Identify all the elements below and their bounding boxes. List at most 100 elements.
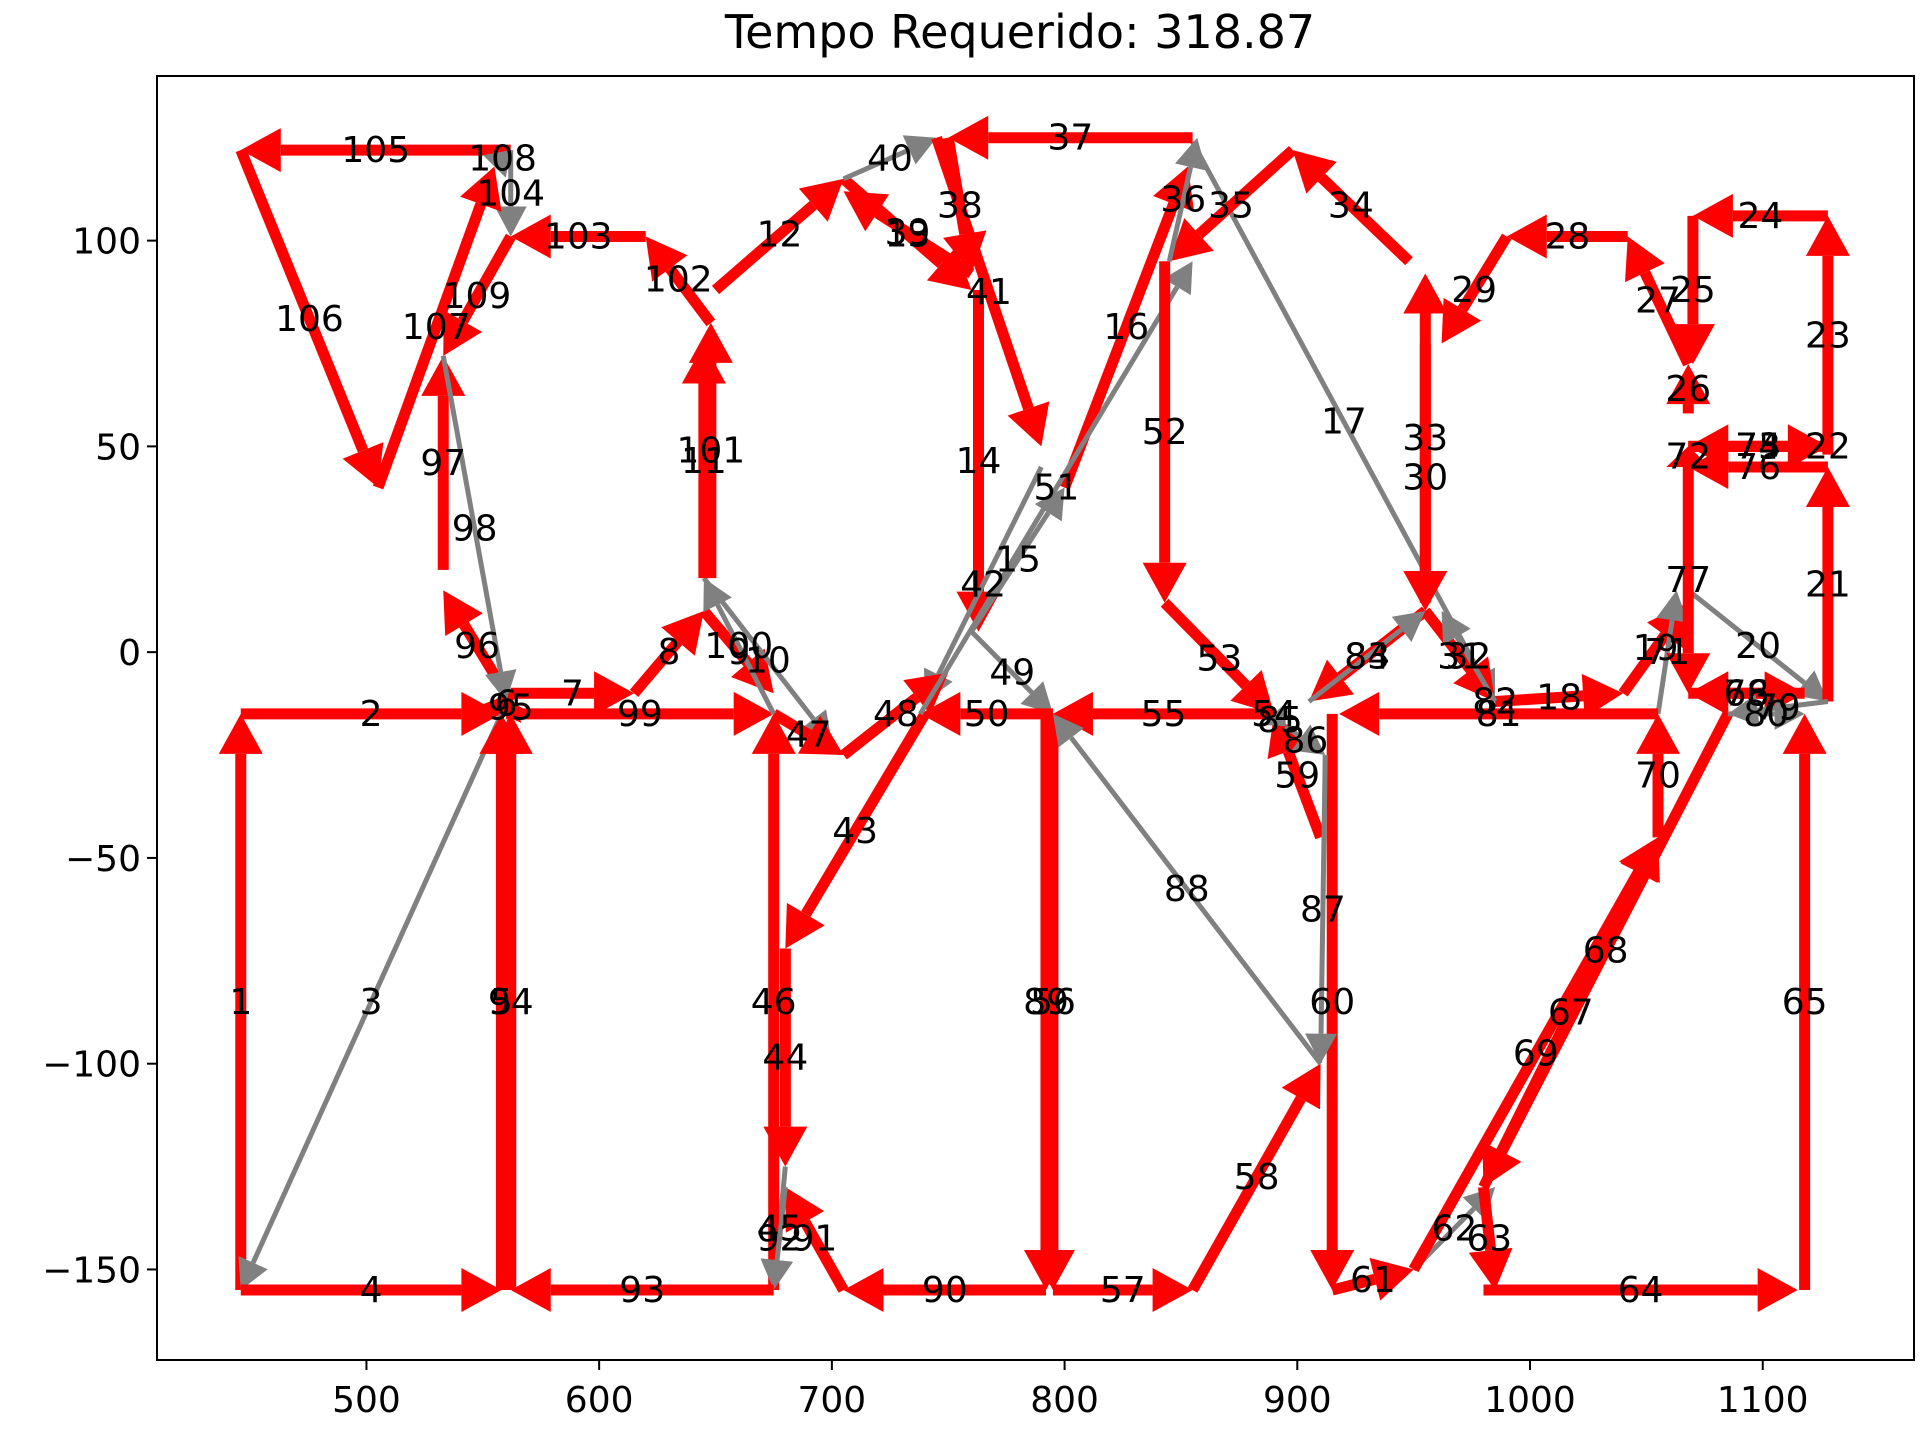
segment-arrowhead-47	[797, 715, 844, 756]
segment-34	[1292, 150, 1413, 266]
segment-line-88	[1069, 736, 1323, 1066]
segment-arrowhead-102	[645, 236, 688, 282]
segment-line-35	[1195, 145, 1297, 239]
segment-arrowhead-33	[1403, 273, 1448, 314]
segment-label-47: 47	[786, 714, 832, 755]
segment-label-63: 63	[1466, 1219, 1512, 1260]
segment-label-2: 2	[360, 694, 383, 735]
segment-arrowhead-69	[1619, 837, 1659, 883]
segment-arrowhead-32	[1441, 611, 1471, 645]
segment-label-82: 82	[1472, 682, 1518, 723]
x-tick-label: 700	[798, 1380, 867, 1421]
segment-label-92: 92	[757, 1219, 803, 1260]
segment-arrowhead-8	[661, 611, 704, 656]
segment-line-71	[1655, 619, 1675, 715]
segment-108	[483, 150, 511, 178]
x-tick-label: 800	[1030, 1380, 1099, 1421]
segment-label-108: 108	[468, 138, 537, 179]
segment-23	[1805, 215, 1850, 455]
segment-label-54: 54	[1251, 694, 1297, 735]
segment-line-86	[1284, 724, 1303, 740]
segment-25	[1670, 215, 1715, 365]
segment-label-67: 67	[1548, 992, 1594, 1033]
segment-label-105: 105	[341, 130, 410, 171]
segment-label-90: 90	[922, 1270, 968, 1311]
segment-label-14: 14	[956, 441, 1002, 482]
segment-label-102: 102	[644, 260, 713, 301]
segment-arrowhead-86	[1291, 724, 1326, 756]
segment-arrowhead-76	[1688, 444, 1729, 489]
x-axis: 500 600 700 800 900 1000 1100	[332, 1360, 1809, 1421]
segment-label-11: 11	[681, 441, 727, 482]
segment-arrowhead-2	[461, 691, 502, 736]
segment-label-25: 25	[1670, 270, 1716, 311]
segment-label-50: 50	[964, 694, 1010, 735]
segment-arrowhead-40	[902, 135, 937, 165]
segment-label-56: 56	[1030, 982, 1076, 1023]
segment-label-58: 58	[1234, 1157, 1280, 1198]
segment-arrowhead-68	[1482, 1141, 1522, 1188]
segment-label-38: 38	[937, 186, 983, 227]
segment-label-34: 34	[1328, 186, 1374, 227]
segment-arrowhead-104	[494, 206, 527, 237]
segment-arrowhead-94	[488, 713, 533, 754]
segment-label-53: 53	[1196, 638, 1242, 679]
segment-arrowhead-46	[751, 713, 796, 754]
segment-line-63	[1478, 1186, 1497, 1251]
segment-arrowhead-70	[1636, 713, 1681, 754]
segment-line-106	[235, 148, 369, 453]
segment-line-79	[1757, 699, 1829, 713]
segment-arrowhead-109	[443, 310, 483, 356]
segment-33	[1403, 273, 1448, 603]
segment-line-107	[372, 202, 486, 490]
segment-label-9: 9	[727, 632, 750, 673]
segment-label-96: 96	[454, 626, 500, 667]
segment-line-68	[1496, 711, 1733, 1155]
segment-label-10: 10	[745, 640, 791, 681]
segment-label-64: 64	[1618, 1270, 1664, 1311]
segment-arrowhead-85	[1262, 702, 1286, 727]
segment-label-73: 73	[1735, 426, 1781, 467]
segment-label-32: 32	[1445, 636, 1491, 677]
segment-7	[510, 671, 635, 716]
segment-arrowhead-58	[1281, 1063, 1321, 1110]
segment-label-16: 16	[1103, 307, 1149, 348]
segment-21	[1805, 466, 1850, 702]
segment-101	[688, 322, 733, 579]
segment-arrowhead-15	[1034, 487, 1065, 522]
segment-63	[1468, 1186, 1513, 1291]
segment-arrowhead-23	[1805, 215, 1850, 256]
segment-49	[969, 629, 1053, 714]
segment-arrowhead-71	[1656, 590, 1688, 623]
segment-label-46: 46	[751, 982, 797, 1023]
y-tick-label: −150	[42, 1250, 141, 1291]
y-tick-label: 100	[72, 222, 141, 263]
segment-label-77: 77	[1665, 560, 1711, 601]
segment-68	[1482, 711, 1733, 1188]
segment-arrowhead-28	[1506, 214, 1547, 259]
segment-label-42: 42	[960, 564, 1006, 605]
segment-label-85: 85	[1257, 700, 1303, 741]
segment-label-27: 27	[1635, 280, 1681, 321]
segment-label-17: 17	[1321, 402, 1367, 443]
segment-29	[1441, 233, 1512, 344]
segment-41	[931, 135, 1050, 447]
segment-label-65: 65	[1782, 982, 1828, 1023]
segment-line-102	[665, 265, 716, 327]
segment-85	[1262, 702, 1286, 727]
segment-line-19	[1618, 632, 1670, 697]
segment-line-109	[458, 233, 516, 324]
segment-label-94: 94	[488, 982, 534, 1023]
segment-label-60: 60	[1309, 982, 1355, 1023]
segment-arrowhead-92	[761, 1258, 793, 1291]
segment-arrowhead-81	[1339, 691, 1380, 736]
segment-label-89: 89	[1023, 982, 1069, 1023]
segment-43	[785, 711, 930, 949]
segment-91	[785, 1187, 849, 1293]
segment-label-23: 23	[1805, 315, 1851, 356]
chart-title: Tempo Requerido: 318.87	[724, 5, 1315, 59]
segment-label-3: 3	[360, 982, 383, 1023]
segment-line-91	[800, 1219, 849, 1293]
segment-arrowhead-21	[1805, 466, 1850, 507]
segment-arrowhead-1	[218, 713, 263, 754]
